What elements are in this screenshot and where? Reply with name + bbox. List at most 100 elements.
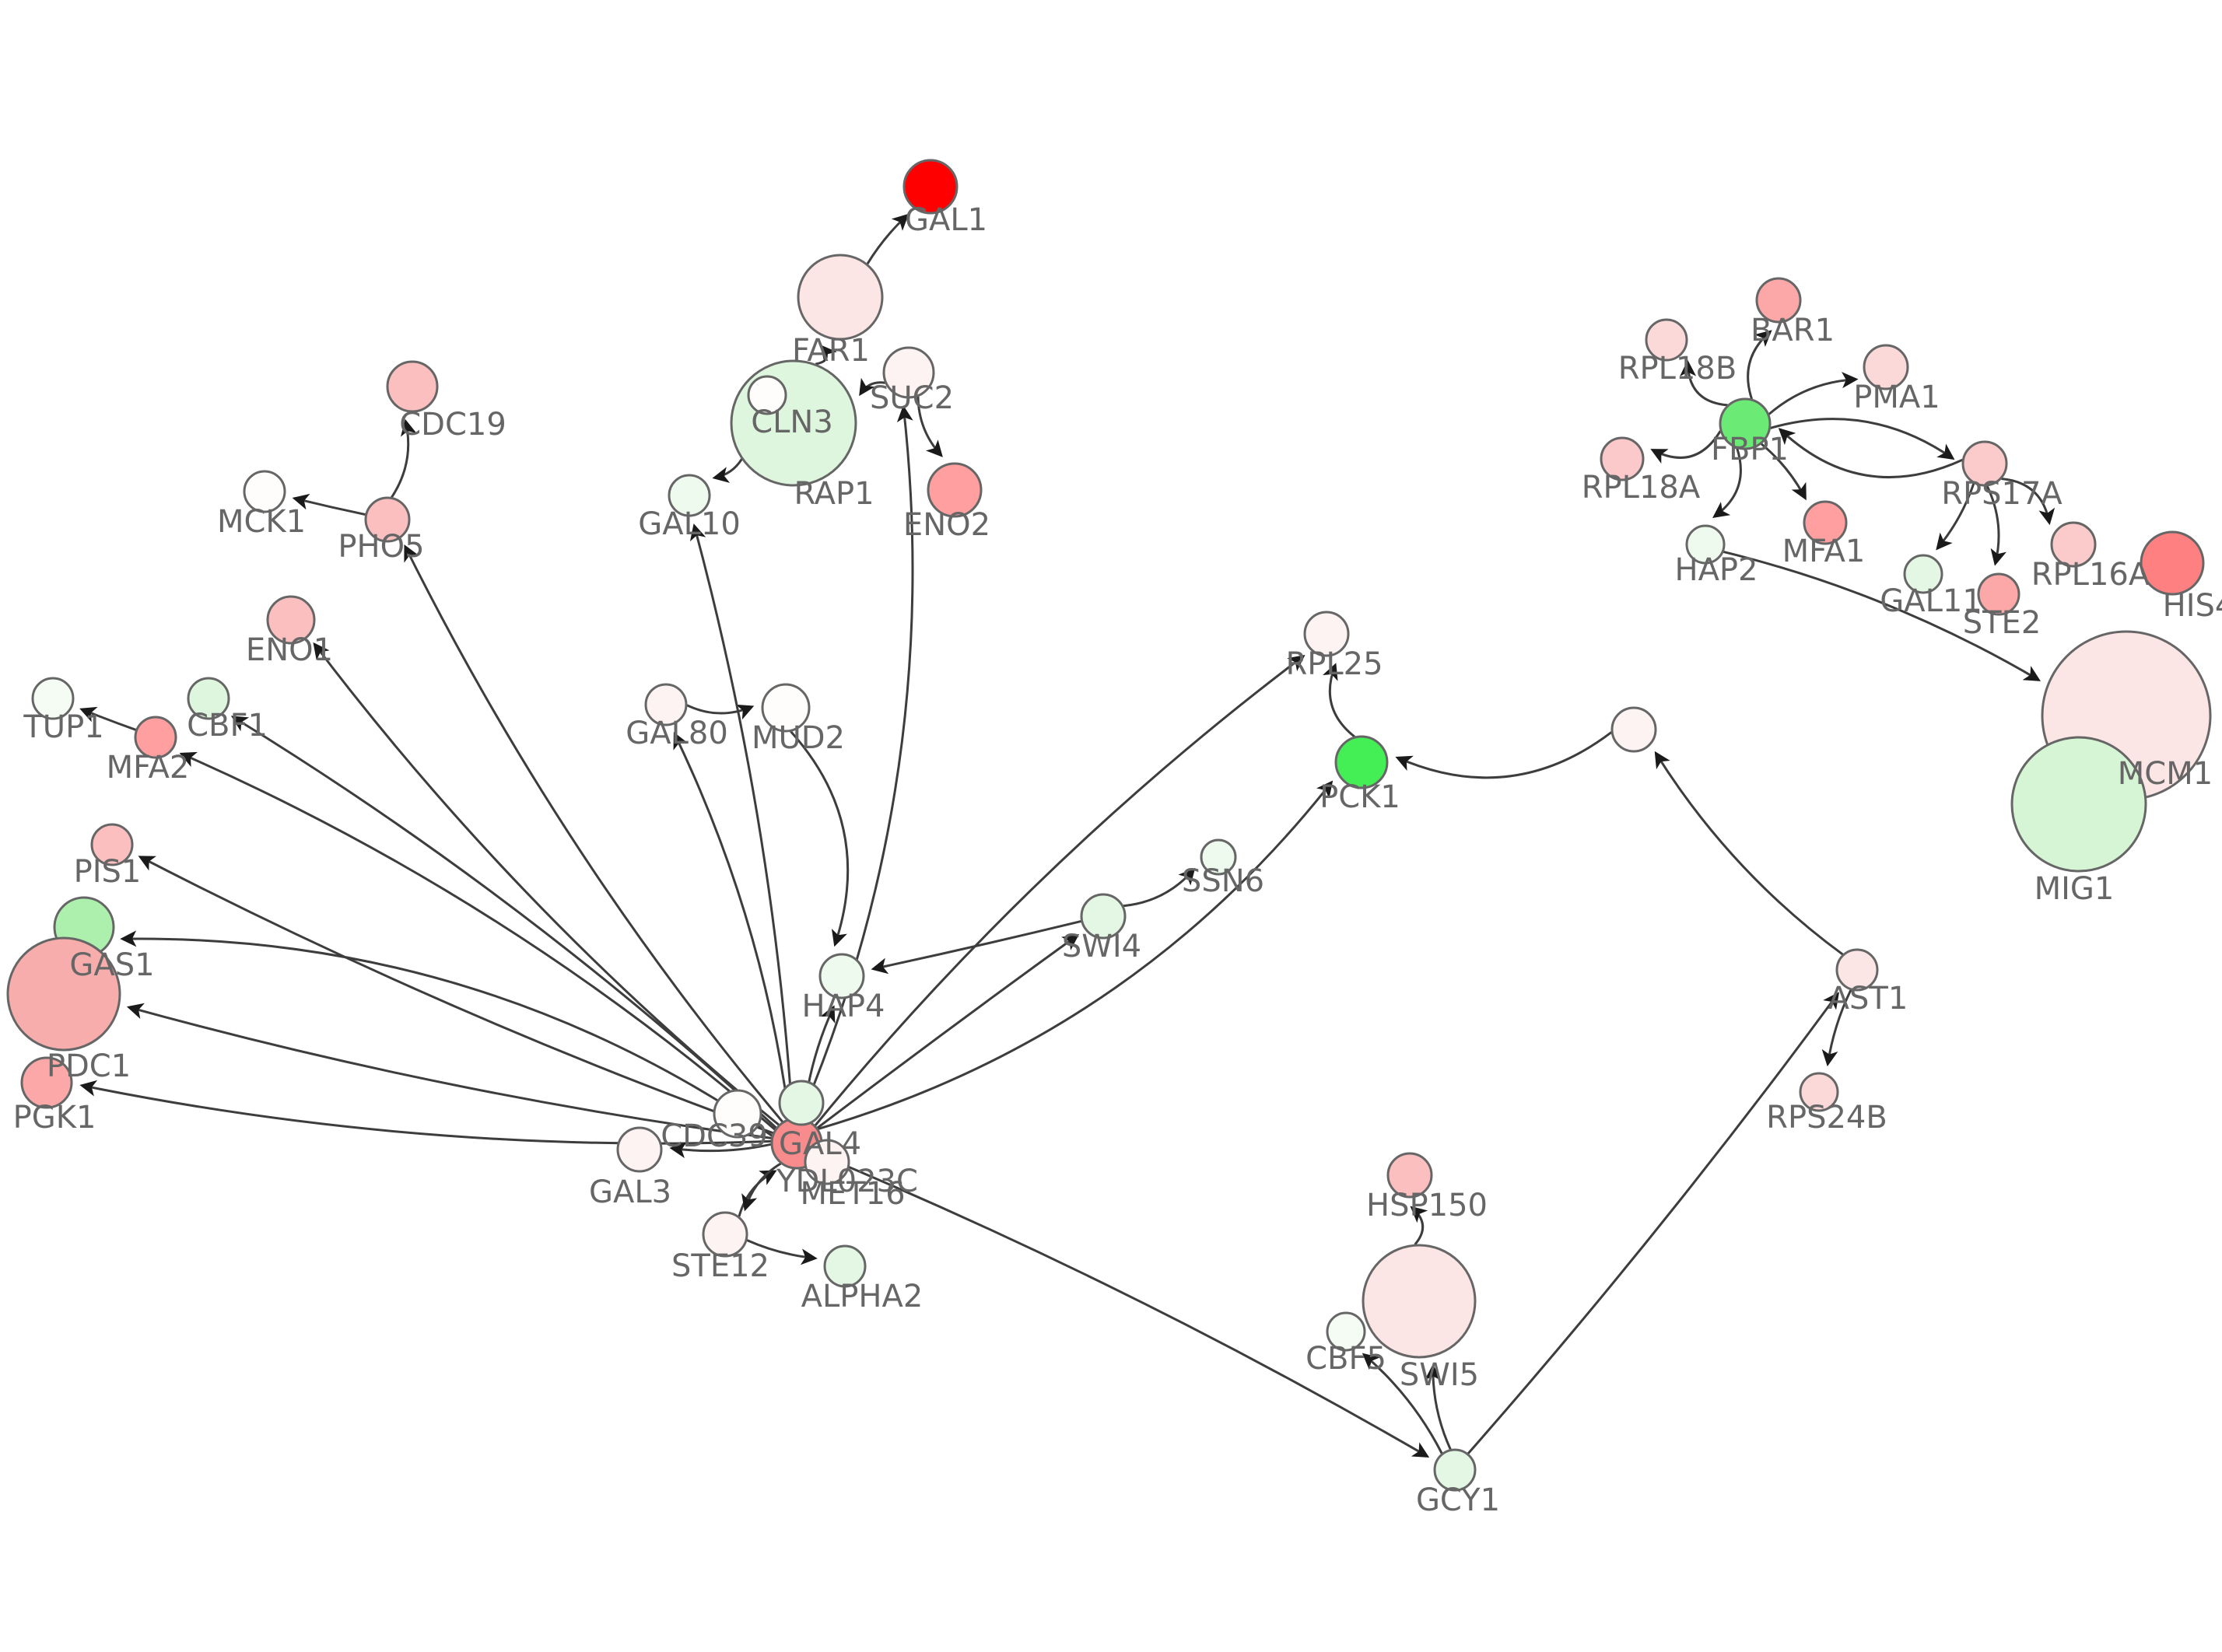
node-label: PCK1 (1320, 779, 1400, 815)
network-node[interactable] (823, 1244, 867, 1288)
node-label: ALPHA2 (801, 1279, 923, 1314)
network-edge (1768, 372, 1859, 415)
network-node[interactable] (1386, 1152, 1433, 1199)
node-label: PIS1 (74, 854, 142, 890)
node-label: RPS17A (1941, 476, 2063, 512)
node-label: AST1 (1828, 981, 1908, 1017)
node-label: RPL18A (1582, 470, 1701, 506)
node-label: BAR1 (1751, 313, 1835, 348)
node-label: CBF5 (1306, 1341, 1386, 1377)
network-node[interactable] (713, 1089, 762, 1139)
network-node[interactable] (31, 677, 75, 720)
network-node[interactable] (364, 496, 411, 543)
node-label: RPL18B (1618, 351, 1737, 387)
network-node[interactable] (1610, 706, 1657, 753)
network-node[interactable] (778, 1080, 825, 1126)
network-edge (738, 1170, 777, 1217)
node-label: MUD2 (752, 720, 845, 756)
network-edge (404, 544, 784, 1123)
network-node[interactable] (266, 595, 316, 645)
network-node[interactable] (1977, 572, 2020, 616)
network-node[interactable] (1799, 1072, 1839, 1112)
node-label: HIS4 (2163, 588, 2222, 624)
node-label: GAL10 (638, 506, 741, 542)
node-label: STE2 (1963, 605, 2042, 641)
network-edge (746, 1239, 818, 1265)
network-node[interactable] (1835, 948, 1879, 992)
network-edge (686, 704, 755, 720)
node-label: MFA1 (1782, 534, 1866, 569)
node-label: SUC2 (870, 380, 954, 416)
network-node[interactable] (1303, 611, 1350, 657)
network-node[interactable] (1755, 277, 1802, 324)
network-node[interactable] (6, 936, 121, 1052)
node-label: GAL11 (1880, 583, 1982, 619)
node-label: GAL4 (779, 1126, 861, 1162)
network-node[interactable] (797, 254, 884, 341)
network-node[interactable] (2010, 736, 2147, 873)
network-node[interactable] (902, 159, 959, 215)
network-node[interactable] (2050, 521, 2097, 568)
edge-layer (79, 213, 2056, 1458)
network-edge (1425, 1363, 1452, 1451)
node-label: GAL80 (626, 716, 728, 751)
network-node[interactable] (20, 1056, 73, 1109)
network-node[interactable] (90, 823, 134, 866)
network-edge (859, 377, 886, 397)
network-node[interactable] (134, 716, 177, 759)
network-edge (292, 493, 366, 516)
network-edge (1723, 550, 2042, 681)
network-edge (1985, 485, 2007, 566)
network-node[interactable] (702, 1211, 748, 1258)
network-edge (712, 458, 743, 483)
network-node[interactable] (386, 360, 439, 413)
network-node[interactable] (927, 462, 983, 518)
network-node[interactable] (1803, 500, 1848, 545)
network-edge (79, 706, 137, 731)
network-node[interactable] (2140, 530, 2205, 596)
node-label: PDC1 (47, 1048, 131, 1084)
node-label: HSP150 (1366, 1188, 1488, 1223)
network-node[interactable] (1903, 554, 1943, 594)
network-node[interactable] (1200, 838, 1237, 876)
network-edge (1410, 1206, 1428, 1246)
network-edge (815, 345, 837, 366)
network-node[interactable] (1080, 893, 1127, 940)
network-node[interactable] (668, 474, 711, 517)
network-edge (1123, 867, 1196, 908)
node-label: ENO1 (246, 632, 333, 668)
network-edge (816, 933, 1080, 1129)
network-node[interactable] (1362, 1244, 1477, 1359)
network-node[interactable] (1863, 344, 1909, 390)
node-layer (6, 159, 2212, 1492)
network-edge (1654, 751, 1844, 956)
network-node[interactable] (187, 677, 230, 720)
network-edge (1760, 443, 1807, 501)
network-node[interactable] (243, 470, 286, 513)
network-node[interactable] (1719, 397, 1772, 450)
network-node[interactable] (644, 683, 688, 726)
network-node[interactable] (1645, 318, 1688, 362)
network-node[interactable] (747, 375, 787, 415)
network-node[interactable] (882, 346, 935, 399)
network-node[interactable] (1600, 436, 1645, 481)
network-edge (790, 730, 850, 947)
network-edge (1680, 359, 1728, 407)
network-node[interactable] (1433, 1448, 1477, 1492)
network-node[interactable] (1326, 1311, 1366, 1352)
network-node[interactable] (1961, 440, 2008, 487)
node-label: YDL023C (776, 1164, 918, 1199)
node-label: CDC39 (661, 1118, 768, 1154)
network-edge (669, 1142, 772, 1159)
node-label: CBF1 (187, 708, 268, 744)
network-node[interactable] (616, 1126, 663, 1173)
network-edge (799, 405, 914, 1118)
node-label: PGK1 (13, 1100, 96, 1136)
network-node[interactable] (1685, 524, 1726, 565)
node-label: HAP2 (1674, 552, 1758, 588)
network-node[interactable] (818, 953, 865, 999)
network-node[interactable] (1334, 735, 1389, 789)
network-node[interactable] (804, 1139, 850, 1185)
network-node[interactable] (761, 683, 811, 733)
